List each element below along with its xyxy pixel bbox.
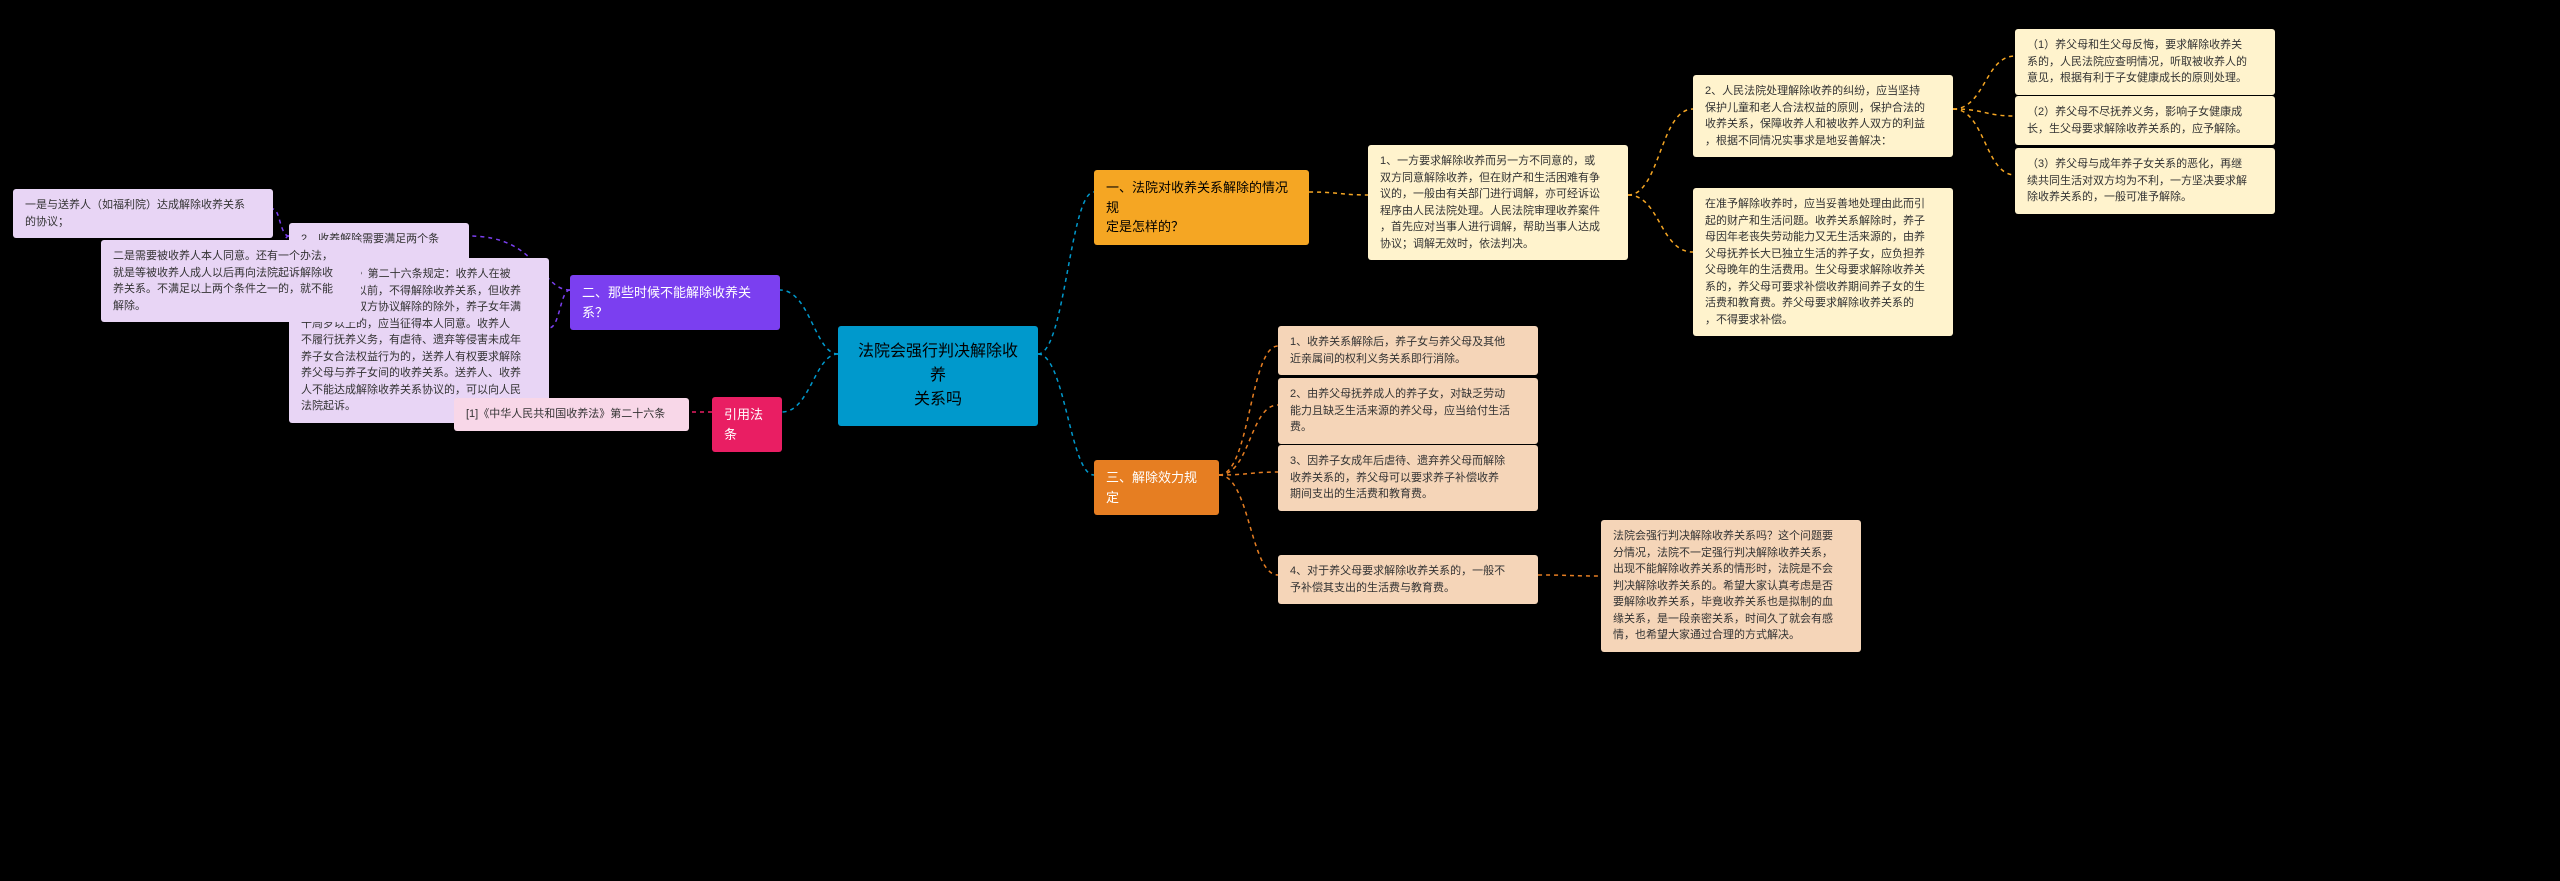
leaf-node[interactable]: 2、由养父母抚养成人的养子女，对缺乏劳动能力且缺乏生活来源的养父母，应当给付生活… xyxy=(1278,378,1538,444)
branch-node[interactable]: 二、那些时候不能解除收养关系？ xyxy=(570,275,780,330)
leaf-node[interactable]: 一是与送养人（如福利院）达成解除收养关系的协议； xyxy=(13,189,273,238)
connector-line xyxy=(1219,405,1278,475)
leaf-node[interactable]: （3）养父母与成年养子女关系的恶化，再继续共同生活对双方均为不利，一方坚决要求解… xyxy=(2015,148,2275,214)
branch-node[interactable]: 一、法院对收养关系解除的情况规定是怎样的？ xyxy=(1094,170,1309,245)
leaf-node[interactable]: [1]《中华人民共和国收养法》第二十六条 xyxy=(454,398,689,431)
connector-line xyxy=(1953,109,2015,175)
connector-line xyxy=(782,354,838,412)
connector-line xyxy=(273,209,289,236)
leaf-node[interactable]: 在准予解除收养时，应当妥善地处理由此而引起的财产和生活问题。收养关系解除时，养子… xyxy=(1693,188,1953,336)
leaf-node[interactable]: 3、因养子女成年后虐待、遗弃养父母而解除收养关系的，养父母可以要求养子补偿收养期… xyxy=(1278,445,1538,511)
connector-line xyxy=(1219,475,1278,575)
connector-line xyxy=(1538,575,1601,576)
connector-line xyxy=(1219,472,1278,475)
leaf-node[interactable]: 4、对于养父母要求解除收养关系的，一般不予补偿其支出的生活费与教育费。 xyxy=(1278,555,1538,604)
connector-line xyxy=(1628,195,1693,252)
leaf-node[interactable]: 2、人民法院处理解除收养的纠纷，应当坚持保护儿童和老人合法权益的原则，保护合法的… xyxy=(1693,75,1953,157)
connector-line xyxy=(1038,192,1094,354)
connector-line xyxy=(1953,56,2015,109)
branch-node[interactable]: 引用法条 xyxy=(712,397,782,452)
connector-line xyxy=(549,290,570,328)
leaf-node[interactable]: 1、收养关系解除后，养子女与养父母及其他近亲属间的权利义务关系即行消除。 xyxy=(1278,326,1538,375)
connector-line xyxy=(1628,109,1693,195)
branch-node[interactable]: 三、解除效力规定 xyxy=(1094,460,1219,515)
connector-line xyxy=(1219,346,1278,475)
connector-line xyxy=(1038,354,1094,475)
leaf-node[interactable]: 法院会强行判决解除收养关系吗？这个问题要分情况，法院不一定强行判决解除收养关系，… xyxy=(1601,520,1861,652)
root-node[interactable]: 法院会强行判决解除收养关系吗 xyxy=(838,326,1038,426)
leaf-node[interactable]: 1、一方要求解除收养而另一方不同意的，或双方同意解除收养，但在财产和生活困难有争… xyxy=(1368,145,1628,260)
connector-line xyxy=(1953,109,2015,116)
connector-line xyxy=(780,290,838,354)
leaf-node[interactable]: （2）养父母不尽抚养义务，影响子女健康成长，生父母要求解除收养关系的，应予解除。 xyxy=(2015,96,2275,145)
leaf-node[interactable]: 二是需要被收养人本人同意。还有一个办法，就是等被收养人成人以后再向法院起诉解除收… xyxy=(101,240,361,322)
connector-line xyxy=(1309,192,1368,195)
leaf-node[interactable]: （1）养父母和生父母反悔，要求解除收养关系的，人民法院应查明情况，听取被收养人的… xyxy=(2015,29,2275,95)
